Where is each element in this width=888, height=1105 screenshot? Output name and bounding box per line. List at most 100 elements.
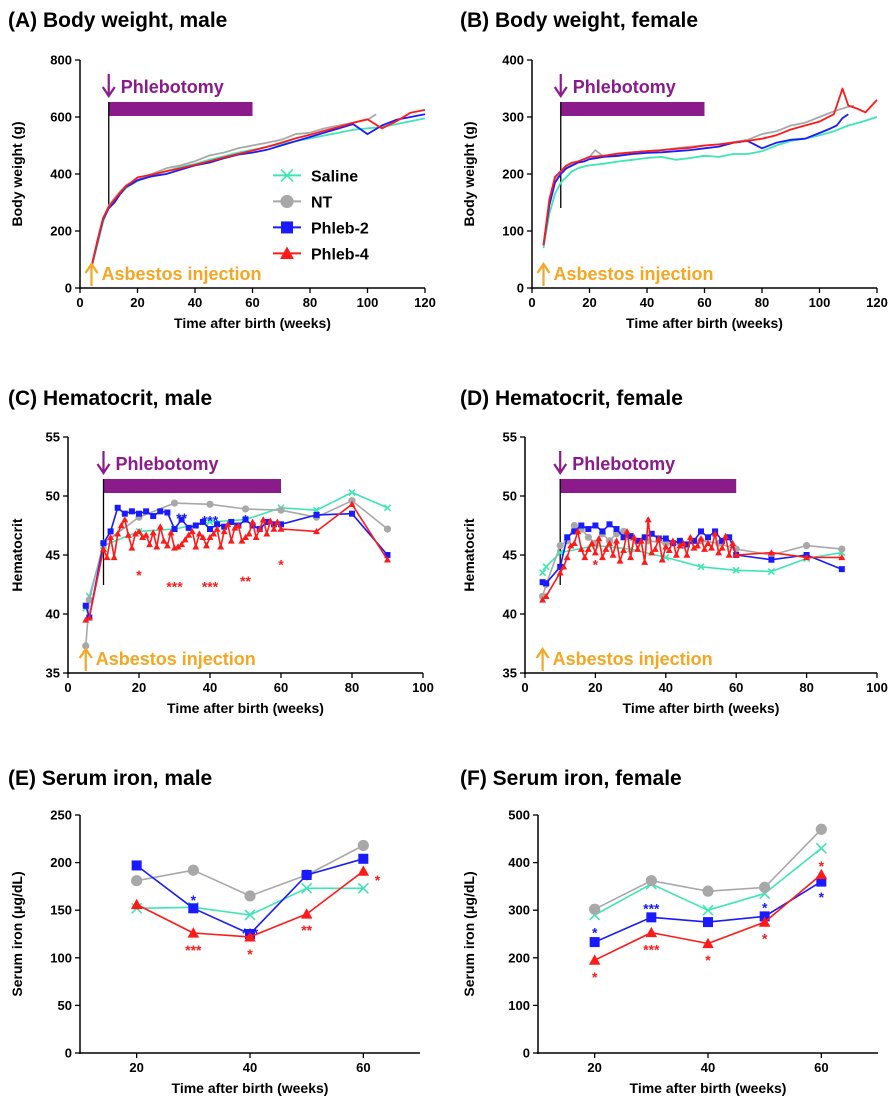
data-point-phleb4 xyxy=(163,542,171,549)
series-phleb4 xyxy=(588,868,828,965)
y-tick-label: 50 xyxy=(503,489,517,504)
data-point-phleb4 xyxy=(634,545,642,552)
data-point-phleb4 xyxy=(708,544,716,551)
data-point-phleb4 xyxy=(249,518,257,525)
data-point-phleb4 xyxy=(245,530,253,537)
y-tick-label: 200 xyxy=(508,950,530,965)
data-point-phleb4 xyxy=(384,556,391,563)
data-point-phleb2 xyxy=(703,917,713,928)
data-point-nt xyxy=(241,505,250,513)
legend-label-phleb2: Phleb-2 xyxy=(311,220,369,237)
data-point-phleb4 xyxy=(192,543,200,550)
data-point-phleb4 xyxy=(274,518,281,525)
data-point-phleb2 xyxy=(221,523,228,530)
data-point-phleb2 xyxy=(192,522,199,529)
x-tick-label: 100 xyxy=(412,680,434,695)
data-point-phleb4 xyxy=(683,551,691,558)
series-saline xyxy=(589,842,827,921)
data-point-phleb4 xyxy=(348,500,356,508)
data-point-phleb4 xyxy=(300,908,313,919)
significance-star: *** xyxy=(202,579,219,595)
asbestos-arrowhead-icon xyxy=(78,647,93,659)
data-point-phleb4 xyxy=(651,545,659,552)
data-point-phleb2 xyxy=(613,526,620,533)
x-axis-label: Time after birth (weeks) xyxy=(623,700,780,716)
series-nt xyxy=(90,113,377,267)
data-point-phleb4 xyxy=(153,543,161,550)
significance-star: * xyxy=(592,969,598,985)
phlebotomy-arrowhead-icon xyxy=(101,86,116,98)
data-point-phleb4 xyxy=(588,954,601,965)
legend-marker-phleb2 xyxy=(281,221,293,234)
legend-marker-nt xyxy=(280,194,294,209)
phlebotomy-bar xyxy=(108,102,253,116)
y-tick-label: 35 xyxy=(46,666,60,681)
y-tick-label: 50 xyxy=(58,998,72,1013)
data-point-phleb4 xyxy=(203,542,210,549)
data-point-saline xyxy=(348,488,356,497)
significance-star: * xyxy=(278,556,284,572)
y-tick-label: 100 xyxy=(502,224,524,239)
data-point-phleb4 xyxy=(577,545,585,552)
legend-label-saline: Saline xyxy=(311,168,358,185)
series-line-phleb2 xyxy=(542,523,843,585)
data-point-nt xyxy=(170,499,179,507)
panel-b: (B) Body weight, female 0 100 200 300 400 0 20 4… xyxy=(460,9,888,331)
data-point-phleb4 xyxy=(224,520,232,528)
panel-title: (C) Hematocrit, male xyxy=(8,387,212,410)
data-point-phleb2 xyxy=(620,534,627,541)
data-point-phleb2 xyxy=(539,579,546,586)
series-line-nt xyxy=(542,104,855,246)
panel-a: (A) Body weight, male 0 200 400 600 800 0 20 40 6… xyxy=(8,9,436,331)
data-point-phleb4 xyxy=(206,533,214,541)
data-point-phleb2 xyxy=(171,526,178,533)
data-point-nt xyxy=(702,885,714,897)
data-point-nt xyxy=(206,500,214,508)
y-tick-label: 0 xyxy=(523,1046,530,1061)
series-saline xyxy=(90,117,426,269)
data-point-phleb4 xyxy=(570,539,578,546)
y-tick-label: 500 xyxy=(508,808,530,823)
data-point-phleb4 xyxy=(711,530,719,537)
y-tick-label: 150 xyxy=(50,903,72,918)
y-axis-label: Hematocrit xyxy=(461,518,477,591)
data-point-phleb4 xyxy=(139,533,146,541)
data-point-phleb4 xyxy=(107,533,115,541)
x-tick-label: 60 xyxy=(814,1060,828,1075)
phlebotomy-label: Phlebotomy xyxy=(121,77,224,97)
phlebotomy-label: Phlebotomy xyxy=(573,77,676,97)
data-point-phleb2 xyxy=(185,524,192,531)
series-line-saline xyxy=(542,116,878,249)
data-point-phleb4 xyxy=(758,916,771,927)
x-axis-label: Time after birth (weeks) xyxy=(172,1080,329,1096)
data-point-nt xyxy=(570,521,578,530)
data-point-phleb4 xyxy=(644,516,652,523)
data-point-saline xyxy=(815,842,827,854)
x-tick-label: 20 xyxy=(129,1060,143,1075)
data-point-phleb2 xyxy=(564,534,571,541)
significance-star: * xyxy=(136,567,142,583)
asbestos-label: Asbestos injection xyxy=(553,649,713,669)
data-point-phleb2 xyxy=(164,509,171,516)
data-point-nt xyxy=(187,864,199,876)
y-tick-label: 800 xyxy=(50,53,72,68)
y-axis-label: Serum iron (μg/dL) xyxy=(461,871,477,996)
data-point-phleb4 xyxy=(542,592,550,600)
data-point-phleb2 xyxy=(585,526,592,533)
x-tick-label: 120 xyxy=(414,295,436,310)
data-point-phleb4 xyxy=(82,616,90,623)
data-point-phleb4 xyxy=(767,549,775,556)
series-phleb2 xyxy=(539,521,845,587)
data-point-phleb4 xyxy=(117,522,125,529)
x-tick-label: 80 xyxy=(303,295,317,310)
data-point-phleb2 xyxy=(592,522,599,529)
x-tick-label: 100 xyxy=(809,295,831,310)
series-line-saline xyxy=(594,847,822,916)
data-point-phleb4 xyxy=(539,596,547,603)
data-point-phleb4 xyxy=(803,553,811,561)
significance-star: *** xyxy=(202,513,219,529)
x-tick-label: 0 xyxy=(64,680,71,695)
data-point-phleb4 xyxy=(584,545,592,552)
series-phleb4 xyxy=(82,500,391,623)
data-point-nt xyxy=(645,875,657,887)
